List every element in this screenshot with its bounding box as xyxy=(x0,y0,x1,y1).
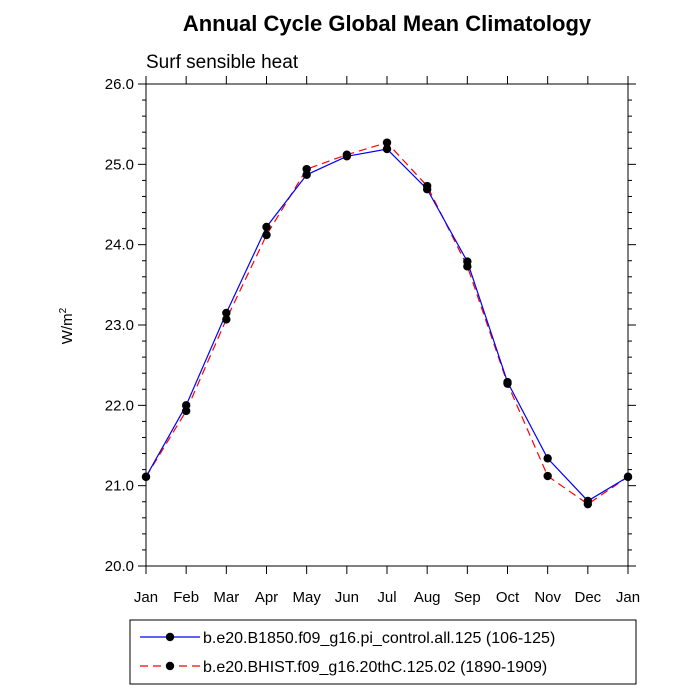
y-tick-label: 20.0 xyxy=(105,558,134,575)
x-tick-label: Jun xyxy=(335,589,359,606)
x-tick-label: Nov xyxy=(534,589,561,606)
series-line-1 xyxy=(145,148,629,502)
y-tick-label: 24.0 xyxy=(105,237,134,254)
data-point-series-2 xyxy=(463,262,472,271)
legend-marker-series-2 xyxy=(165,661,175,671)
x-tick-label: Jul xyxy=(377,589,396,606)
plot-area-frame xyxy=(145,83,629,567)
y-tick-labels: 20.0 21.0 22.0 23.0 24.0 25.0 26.0 xyxy=(105,76,134,575)
data-point-series-1 xyxy=(382,144,392,154)
data-point-series-2 xyxy=(181,406,191,416)
data-point-series-2 xyxy=(342,150,352,159)
legend-label-series-1: b.e20.B1850.f09_g16.pi_control.all.125 (… xyxy=(203,630,555,647)
data-point-series-2 xyxy=(222,315,231,324)
data-point-series-1 xyxy=(262,222,271,232)
axis-ticks xyxy=(138,76,636,574)
data-point-series-2 xyxy=(543,471,552,481)
y-axis-label-text: W/m xyxy=(59,313,76,344)
y-tick-label: 21.0 xyxy=(105,478,134,495)
data-point-series-2 xyxy=(141,472,151,482)
x-tick-label: Dec xyxy=(574,589,601,606)
series-line-2 xyxy=(145,141,629,505)
y-axis-label: W/m2 xyxy=(58,307,76,344)
x-tick-label: May xyxy=(292,589,321,606)
x-tick-label: Apr xyxy=(255,589,278,606)
data-point-series-2 xyxy=(503,379,512,388)
y-tick-label: 22.0 xyxy=(105,397,134,414)
data-point-series-2 xyxy=(302,164,311,174)
data-point-series-2 xyxy=(583,499,593,509)
data-point-series-2 xyxy=(262,230,271,240)
legend-label-series-2: b.e20.BHIST.f09_g16.20thC.125.02 (1890-1… xyxy=(203,659,547,676)
legend-box xyxy=(129,619,637,685)
x-tick-label: Jan xyxy=(616,589,640,606)
series-layer xyxy=(141,138,633,509)
x-tick-label: Aug xyxy=(414,589,441,606)
y-tick-label: 25.0 xyxy=(105,156,134,173)
x-tick-labels: Jan Feb Mar Apr May Jun Jul Aug Sep Oct Nov Dec Jan xyxy=(134,589,640,606)
legend-marker-series-1 xyxy=(165,632,175,642)
legend: b.e20.B1850.f09_g16.pi_control.all.125 (… xyxy=(129,619,637,685)
y-axis-label-superscript: 2 xyxy=(58,307,69,313)
x-tick-label: Mar xyxy=(213,589,239,606)
y-tick-label: 26.0 xyxy=(105,76,134,93)
data-point-series-2 xyxy=(382,138,392,147)
chart-subtitle: Surf sensible heat xyxy=(146,52,299,73)
x-tick-label: Jan xyxy=(134,589,158,606)
x-tick-label: Oct xyxy=(496,589,520,606)
data-point-series-1 xyxy=(543,454,552,463)
data-point-series-1 xyxy=(222,308,231,318)
data-point-series-2 xyxy=(422,181,432,191)
chart-title: Annual Cycle Global Mean Climatology xyxy=(183,11,592,36)
data-point-series-2 xyxy=(623,472,633,482)
x-tick-label: Feb xyxy=(173,589,199,606)
y-tick-label: 23.0 xyxy=(105,317,134,334)
x-tick-label: Sep xyxy=(454,589,481,606)
